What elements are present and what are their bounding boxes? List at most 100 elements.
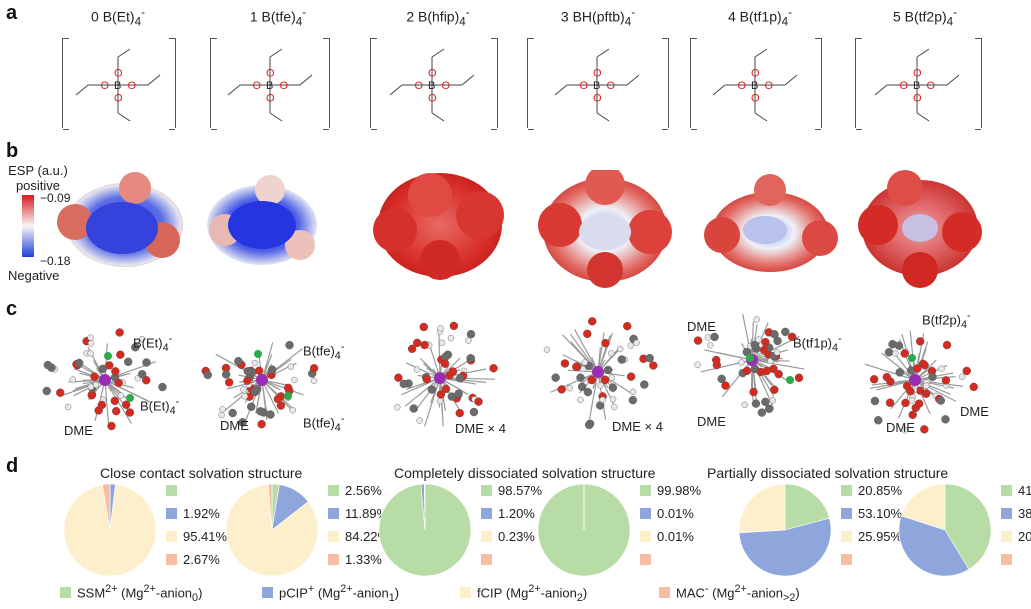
esp-surface-1 bbox=[207, 175, 317, 265]
atom-ball bbox=[626, 372, 636, 381]
atom-ball bbox=[761, 397, 770, 407]
bond-stick bbox=[405, 362, 441, 379]
atom-ball bbox=[409, 404, 418, 413]
bond-line bbox=[269, 112, 283, 122]
pie-legend-swatch bbox=[841, 485, 852, 496]
panel-label-d: d bbox=[6, 455, 19, 477]
anion-bracket-4 bbox=[690, 38, 822, 130]
atom-ball bbox=[617, 355, 626, 364]
atom-ball bbox=[224, 378, 234, 387]
bond-stick bbox=[881, 352, 916, 381]
atom-ball bbox=[869, 375, 879, 384]
atom-ball bbox=[137, 370, 147, 379]
atom-ball bbox=[587, 375, 596, 385]
atom-ball bbox=[447, 392, 456, 401]
atom-ball bbox=[455, 408, 464, 418]
atom-ball bbox=[543, 346, 551, 353]
pie-legend-swatch bbox=[841, 508, 852, 519]
atom-ball bbox=[257, 419, 266, 429]
struct-label-dme-x4-a: DME × 4 bbox=[455, 421, 506, 436]
atom-ball bbox=[121, 400, 131, 409]
oxygen-atom: O bbox=[266, 93, 275, 105]
pie-slice-mac bbox=[267, 483, 273, 531]
atom-ball bbox=[557, 385, 566, 394]
atom-ball bbox=[218, 411, 225, 419]
bond-line bbox=[299, 74, 313, 86]
atom-ball bbox=[466, 354, 475, 363]
bond-stick bbox=[574, 329, 599, 373]
atom-ball bbox=[566, 384, 573, 392]
atom-ball bbox=[436, 397, 444, 405]
atom-ball bbox=[895, 368, 904, 377]
anion-title-3: 3 BH(pftb)4- bbox=[560, 6, 636, 29]
anion-title-0: 0 B(Et)4- bbox=[91, 6, 145, 29]
pie-value-label: 0.01% bbox=[657, 506, 694, 521]
atom-ball bbox=[489, 364, 498, 373]
atom-ball bbox=[422, 375, 431, 384]
mg-atom bbox=[909, 374, 921, 386]
pie-value-label: 84.22% bbox=[345, 529, 390, 544]
atom-ball bbox=[633, 339, 640, 347]
atom-ball bbox=[901, 427, 909, 434]
atom-ball bbox=[107, 421, 116, 431]
atom-ball bbox=[310, 377, 318, 385]
atom-ball bbox=[770, 385, 779, 394]
bond-stick bbox=[438, 332, 441, 379]
pie-slice-mac bbox=[101, 483, 111, 531]
atom-ball bbox=[87, 340, 95, 347]
atom-ball bbox=[289, 406, 296, 414]
atom-ball bbox=[750, 340, 760, 350]
atom-ball bbox=[90, 372, 99, 381]
atom-ball bbox=[761, 337, 770, 347]
oxygen-atom: O bbox=[253, 80, 262, 92]
atom-ball bbox=[240, 386, 247, 393]
bond-stick bbox=[104, 379, 110, 426]
esp-max-label: −0.09 bbox=[40, 191, 71, 205]
bond-line bbox=[784, 74, 798, 86]
oxygen-atom: O bbox=[765, 80, 774, 92]
atom-ball bbox=[938, 365, 945, 372]
atom-ball bbox=[710, 332, 719, 342]
bond-stick bbox=[261, 342, 274, 381]
atom-ball bbox=[914, 399, 924, 408]
section-title-completely-dissociated: Completely dissociated solvation structu… bbox=[394, 465, 656, 481]
pie-charts: 1.92% 95.41% 2.67% 2.56% 11.89% 84.22% 1.33% 98… bbox=[63, 483, 1031, 577]
anion-bracket-2 bbox=[370, 38, 498, 130]
atom-ball bbox=[607, 350, 615, 357]
atom-ball bbox=[901, 398, 910, 408]
atom-ball bbox=[466, 330, 476, 339]
atom-ball bbox=[928, 372, 937, 382]
pie-legend-swatch bbox=[481, 485, 492, 496]
atom-ball bbox=[399, 379, 409, 389]
boron-ball bbox=[254, 350, 262, 358]
atom-ball bbox=[69, 376, 77, 383]
boron-atom: B bbox=[266, 80, 273, 92]
mg-atom bbox=[592, 366, 604, 378]
atom-ball bbox=[203, 370, 212, 380]
mg-atom bbox=[434, 372, 446, 384]
oxygen-atom: O bbox=[114, 93, 123, 105]
pie-legend-swatch bbox=[481, 531, 492, 542]
pie-legend-swatch bbox=[841, 554, 852, 565]
boron-atom: B bbox=[428, 80, 435, 92]
atom-ball bbox=[885, 398, 895, 407]
atom-ball bbox=[254, 366, 264, 375]
boron-ball bbox=[908, 354, 916, 362]
atom-ball bbox=[64, 403, 72, 411]
atom-ball bbox=[717, 374, 726, 384]
bond-line bbox=[596, 48, 610, 58]
atom-ball bbox=[936, 396, 946, 405]
legend-ssm: SSM2+ (Mg2+-anion0) bbox=[60, 583, 202, 604]
struct-label-dme-4b: DME bbox=[697, 414, 726, 429]
atom-ball bbox=[551, 373, 560, 382]
atom-ball bbox=[238, 418, 247, 427]
pie-legend-swatch bbox=[328, 554, 339, 565]
atom-ball bbox=[751, 399, 761, 408]
oxygen-atom: O bbox=[738, 80, 747, 92]
bond-line bbox=[75, 84, 89, 96]
atom-ball bbox=[738, 359, 745, 366]
atom-ball bbox=[757, 408, 767, 417]
atom-ball bbox=[413, 366, 421, 373]
atom-ball bbox=[287, 363, 295, 370]
struct-label-dme-1: DME bbox=[220, 418, 249, 433]
